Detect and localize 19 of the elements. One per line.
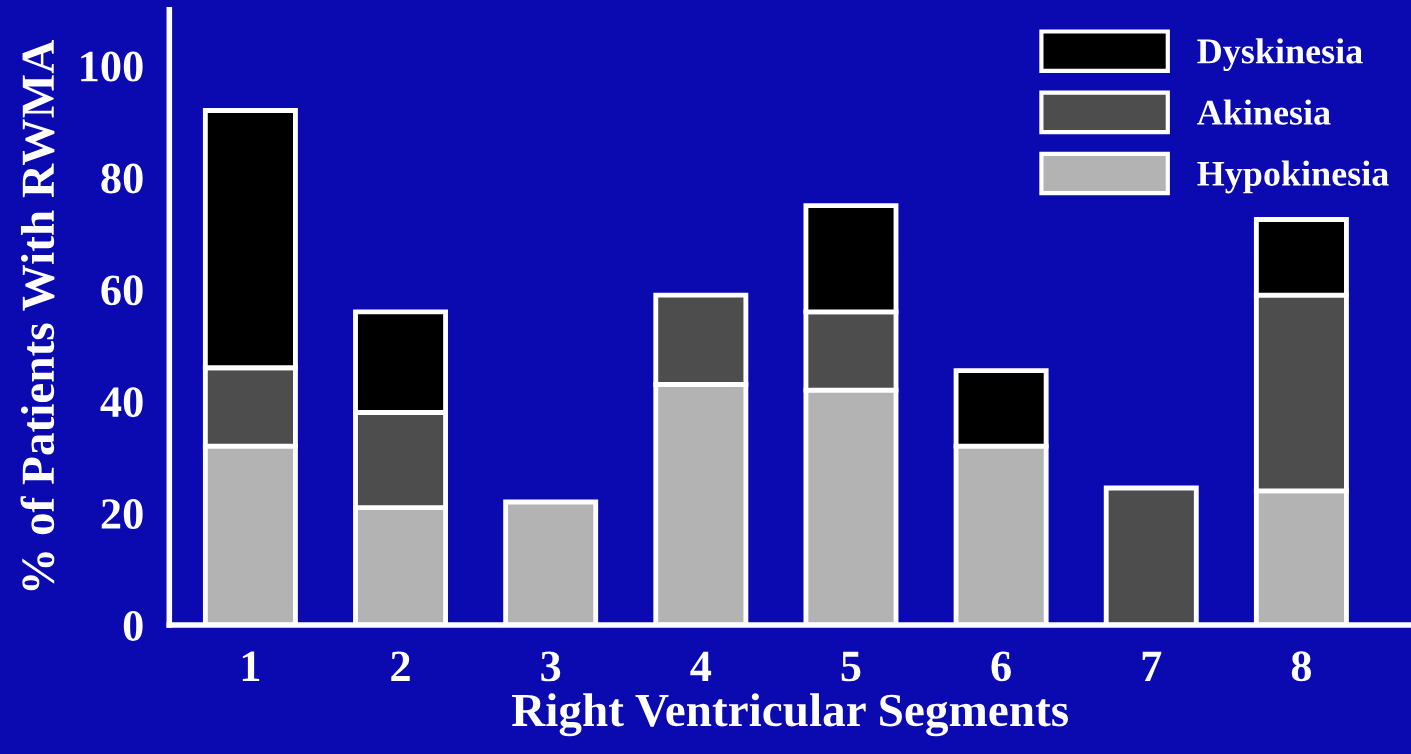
y-tick-label: 60 bbox=[101, 275, 143, 306]
y-tick-label: 0 bbox=[123, 610, 143, 641]
legend-label: Akinesia bbox=[1197, 99, 1331, 125]
y-axis-title: % of Patients With RWMA bbox=[20, 40, 55, 591]
y-tick-label: 100 bbox=[81, 51, 143, 82]
x-tick-label: 3 bbox=[541, 651, 561, 682]
x-tick-label: 7 bbox=[1142, 651, 1162, 681]
y-tick-label: 40 bbox=[100, 387, 143, 418]
x-axis-title: Right Ventricular Segments bbox=[511, 693, 1069, 737]
legend-label: Hypokinesia bbox=[1197, 160, 1389, 194]
legend-label: Dyskinesia bbox=[1197, 38, 1363, 72]
y-tick-label: 20 bbox=[101, 499, 143, 530]
x-tick-label: 5 bbox=[841, 651, 861, 682]
x-tick-label: 1 bbox=[242, 651, 260, 681]
x-tick-label: 6 bbox=[991, 651, 1011, 682]
x-tick-label: 4 bbox=[690, 651, 712, 681]
y-tick-label: 80 bbox=[101, 163, 143, 194]
x-tick-label: 2 bbox=[391, 651, 410, 681]
x-tick-label: 8 bbox=[1291, 651, 1312, 682]
